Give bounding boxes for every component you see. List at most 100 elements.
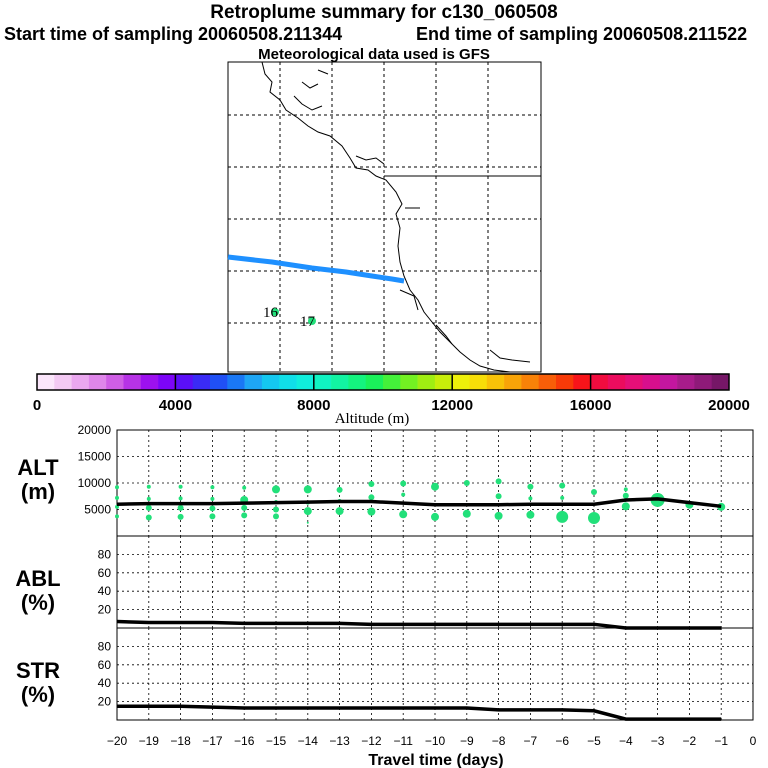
colorbar-tick-label: 0 (33, 397, 41, 414)
scatter-point (242, 485, 247, 490)
colorbar-swatch (486, 374, 505, 390)
y-tick-label: 40 (98, 584, 112, 598)
x-tick-label: −13 (329, 734, 350, 748)
x-tick-label: −20 (107, 734, 128, 748)
colorbar-swatch (331, 374, 349, 390)
colorbar-swatch (677, 374, 695, 390)
x-tick-label: −8 (492, 734, 506, 748)
y-tick-label: 20000 (78, 423, 112, 437)
panel-2: 20 40 60 80 STR(%) (16, 627, 754, 721)
x-tick-label: −12 (361, 734, 382, 748)
x-tick-label: −9 (460, 734, 474, 748)
x-tick-label: −16 (234, 734, 255, 748)
map-marker-label: 16 (263, 305, 279, 321)
colorbar-tick-label: 4000 (159, 397, 192, 414)
x-tick-label: −7 (524, 734, 538, 748)
y-tick-label: 20 (98, 603, 112, 617)
x-tick-label: −18 (170, 734, 191, 748)
colorbar-swatch (158, 374, 176, 390)
x-tick-label: −6 (555, 734, 569, 748)
series-line (117, 704, 722, 721)
panel-label: (m) (21, 479, 55, 504)
scatter-point (560, 495, 565, 500)
time-series-panels: 5000100001500020000ALT(m)20406080ABL(%)2… (15, 423, 756, 748)
scatter-point (272, 485, 280, 494)
panel-label: (%) (21, 682, 55, 707)
scatter-point (368, 494, 375, 501)
scatter-point (368, 481, 375, 488)
scatter-point (115, 485, 119, 490)
scatter-point (115, 514, 119, 519)
map-marker-label: 17 (300, 314, 316, 330)
x-tick-label: −17 (202, 734, 223, 748)
colorbar-tick-label: 12000 (431, 397, 473, 414)
panel-0: 5000 10000 15000 20000 ALT(m) (17, 423, 754, 537)
scatter-point (494, 511, 503, 520)
scatter-point (178, 496, 183, 501)
colorbar-swatch (227, 374, 245, 390)
x-tick-label: −10 (425, 734, 446, 748)
scatter-point (115, 495, 119, 500)
y-tick-label: 5000 (84, 503, 111, 517)
colorbar-swatch (504, 374, 522, 390)
scatter-point (526, 510, 535, 519)
x-axis-title: Travel time (days) (368, 752, 503, 768)
x-tick-label: −11 (393, 734, 413, 748)
y-tick-label: 80 (98, 639, 112, 653)
scatter-point (623, 487, 628, 492)
x-tick-label: −14 (298, 734, 319, 748)
scatter-point (209, 513, 216, 520)
scatter-point (210, 496, 215, 501)
colorbar-swatch (469, 374, 488, 390)
scatter-point (591, 489, 597, 496)
colorbar-frame (36, 373, 730, 391)
scatter-point (145, 504, 152, 511)
scatter-point (528, 496, 533, 501)
scatter-point (335, 507, 344, 516)
y-tick-label: 80 (98, 547, 112, 561)
scatter-point (367, 507, 376, 516)
x-tick-label: −4 (619, 734, 633, 748)
colorbar-swatch (573, 374, 591, 390)
x-tick-label: −2 (683, 734, 697, 748)
scatter-point (622, 492, 629, 499)
scatter-point (178, 484, 183, 489)
scatter-point (559, 482, 566, 489)
chart-title: Retroplume summary for c130_060508 (210, 2, 558, 23)
colorbar-tick-label: 16000 (570, 397, 612, 414)
scatter-point (463, 480, 470, 486)
colorbar-swatch (348, 374, 366, 390)
series-line (116, 619, 722, 630)
scatter-point (621, 502, 630, 511)
colorbar-swatch (244, 374, 263, 390)
x-tick-label: −19 (139, 734, 160, 748)
colorbar-swatch (556, 374, 574, 390)
scatter-point (145, 514, 152, 521)
colorbar-swatch (123, 374, 142, 390)
colorbar-tick-label: 20000 (708, 397, 750, 414)
scatter-point (306, 521, 309, 524)
colorbar-swatch (452, 374, 470, 390)
end-time-label: End time of sampling 20060508.211522 (416, 24, 748, 44)
scatter-point (588, 511, 600, 524)
colorbar-swatch (261, 374, 280, 390)
colorbar-swatch (296, 374, 315, 390)
colorbar-swatch (400, 374, 418, 390)
colorbar-tick-label: 8000 (297, 397, 330, 414)
x-tick-label: −5 (587, 734, 601, 748)
colorbar-swatch (642, 374, 661, 390)
y-tick-label: 10000 (78, 476, 112, 490)
map-marker-17 (308, 317, 316, 325)
scatter-point (241, 504, 248, 511)
colorbar-swatch (88, 374, 107, 390)
colorbar-swatch (140, 374, 159, 390)
scatter-point (527, 483, 534, 490)
x-tick-label: −1 (714, 734, 728, 748)
scatter-point (146, 496, 151, 501)
scatter-point (400, 480, 407, 487)
colorbar-swatch (383, 374, 401, 390)
panel-label: ABL (15, 566, 60, 591)
scatter-point (303, 507, 312, 516)
